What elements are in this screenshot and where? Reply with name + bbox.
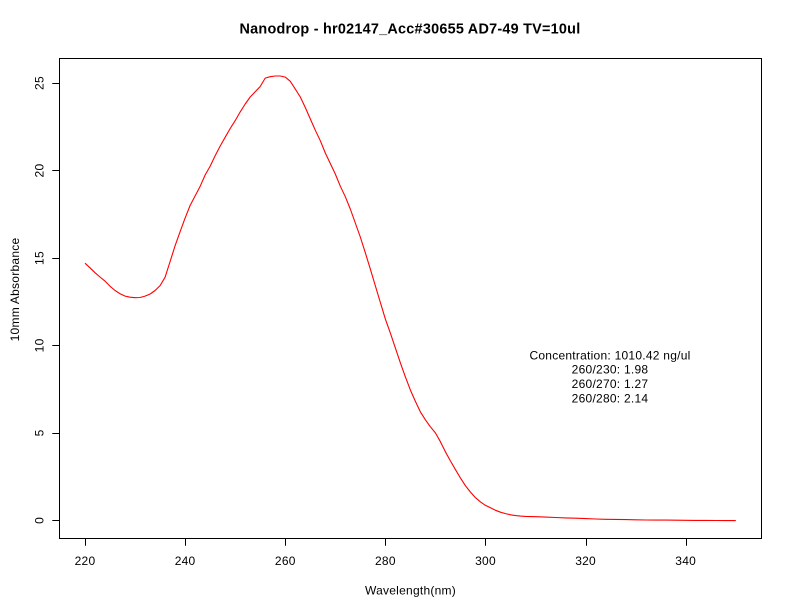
svg-text:15: 15 [33, 251, 47, 265]
svg-text:Concentration: 1010.42 ng/ul: Concentration: 1010.42 ng/ul [529, 348, 690, 362]
svg-text:340: 340 [675, 554, 696, 568]
svg-text:5: 5 [33, 429, 47, 436]
svg-text:10: 10 [33, 338, 47, 352]
svg-text:300: 300 [475, 554, 496, 568]
svg-text:320: 320 [575, 554, 596, 568]
svg-text:260/230: 1.98: 260/230: 1.98 [572, 363, 649, 377]
svg-text:220: 220 [75, 554, 96, 568]
svg-text:240: 240 [175, 554, 196, 568]
svg-text:260/280: 2.14: 260/280: 2.14 [572, 392, 649, 406]
svg-text:25: 25 [33, 76, 47, 90]
svg-text:10mm Absorbance: 10mm Absorbance [8, 238, 22, 342]
svg-text:260/270: 1.27: 260/270: 1.27 [572, 377, 649, 391]
svg-text:20: 20 [33, 164, 47, 178]
svg-text:0: 0 [33, 517, 47, 524]
svg-text:260: 260 [275, 554, 296, 568]
svg-text:Wavelength(nm): Wavelength(nm) [365, 584, 456, 598]
svg-text:280: 280 [375, 554, 396, 568]
svg-text:Nanodrop - hr02147_Acc#30655 A: Nanodrop - hr02147_Acc#30655 AD7-49 TV=1… [240, 22, 581, 38]
